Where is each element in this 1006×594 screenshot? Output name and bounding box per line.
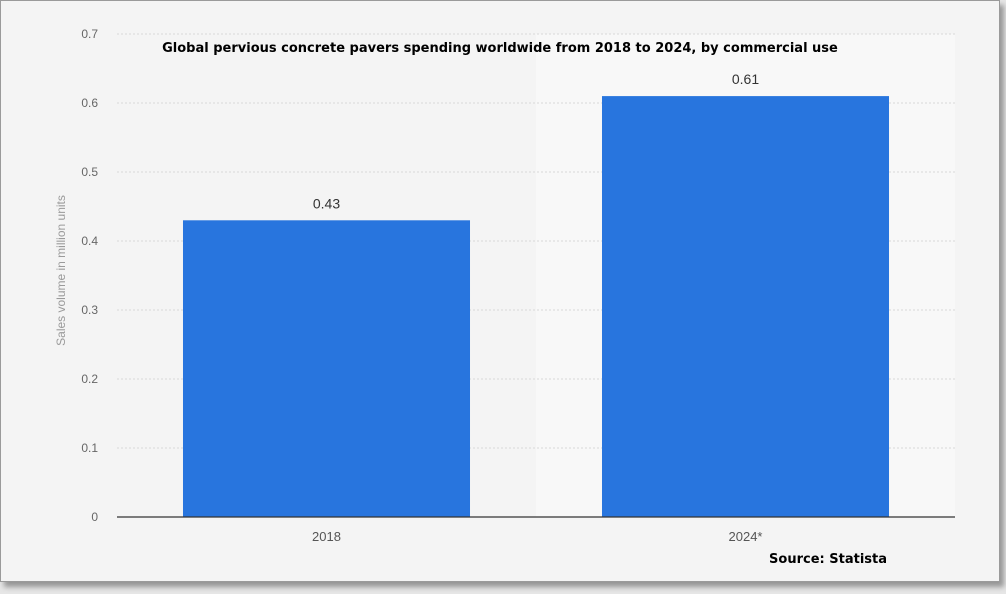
y-tick-label: 0.7 [81,27,98,41]
chart-title: Global pervious concrete pavers spending… [162,41,838,56]
data-label: 0.43 [313,195,340,211]
bar-2024 [601,96,890,517]
x-tick-label: 2018 [312,529,341,544]
bar-2018 [182,220,471,518]
x-tick-labels: 2018 2024* [312,529,762,544]
source-label: Source: Statista [769,552,887,567]
data-label: 0.61 [732,71,759,87]
x-tick-label: 2024* [729,529,763,544]
y-tick-label: 0.3 [81,303,98,317]
y-tick-label: 0.6 [81,96,98,110]
y-tick-label: 0.2 [81,372,98,386]
y-tick-labels: 0 0.1 0.2 0.3 0.4 0.5 0.6 0.7 [81,27,98,524]
y-tick-label: 0.5 [81,165,98,179]
y-tick-label: 0.4 [81,234,98,248]
y-tick-label: 0 [91,510,98,524]
bars [182,96,890,518]
y-axis-label: Sales volume in million units [54,195,68,346]
data-labels: 0.43 0.61 [313,71,759,211]
y-tick-label: 0.1 [81,441,98,455]
